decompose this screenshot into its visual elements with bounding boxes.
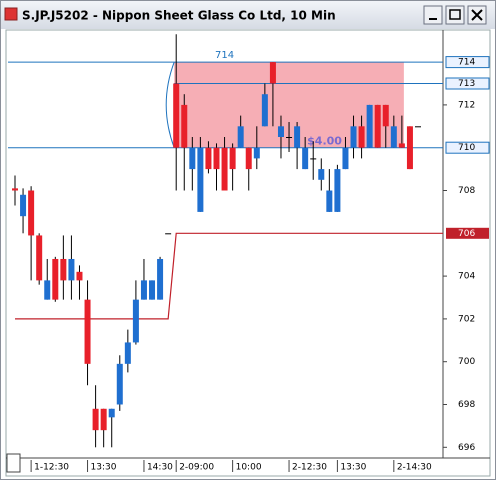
plot: 714 $4.00 696 698 700 702 704 708 712 1-12:30 13:3… [8,34,490,473]
x-tick-label: 2-14:30 [397,463,432,473]
corner-box[interactable] [6,453,21,473]
x-tick-label: 13:30 [340,463,366,473]
y-tick-label: 700 [458,357,475,367]
title-bar [1,1,495,29]
candle-body [261,94,268,127]
price-label-box [445,77,490,90]
y-tick-label: 696 [458,443,475,453]
candle-body [44,280,51,300]
candle-body [374,104,381,148]
candle-body [76,271,83,281]
candle-body [245,147,252,170]
candle-body [124,342,131,364]
x-tick-label: 2-12:30 [292,463,327,473]
candle-body [100,408,107,431]
range-arc [165,61,175,148]
candle-body [302,147,309,170]
price-label: 710 [458,143,475,153]
overlay-line [15,232,418,320]
candle-body [221,147,228,191]
price-label: 714 [458,58,475,68]
candle-body [20,194,27,217]
candle-body [181,104,188,148]
range-high-label: 714 [215,50,234,61]
candle-body [157,258,164,300]
candle-body [277,126,284,137]
candle-body [28,190,35,236]
candle-body [108,408,115,418]
range-label: $4.00 [307,135,342,148]
x-tick-label: 10:00 [236,463,262,473]
candle-body [253,147,260,159]
candle-body [390,126,397,148]
candle-body [350,126,357,148]
candle-body [165,233,172,235]
window-title: S.JP.J5202 - Nippon Sheet Glass Co Ltd, … [22,9,336,23]
candle-body [60,258,67,281]
candle-body [92,408,99,431]
candle-body [382,104,389,127]
x-tick-label: 1-12:30 [34,463,69,473]
candle-body [84,299,91,364]
candle-body [140,280,147,300]
candle-body [334,169,341,212]
candle-body [342,147,349,170]
candle-body [52,258,59,300]
candle-body [366,104,373,148]
y-tick-label: 712 [458,100,475,110]
candle-body [237,126,244,148]
candle-body [213,147,220,170]
close-button[interactable] [467,5,487,25]
candle-body [189,147,196,170]
minimize-button[interactable] [423,5,443,25]
price-label-box [445,56,490,69]
candle-body [294,126,301,148]
overlay-label-box [446,227,489,239]
candle-body [269,62,276,84]
candle-body [358,126,365,148]
candle-body [398,143,405,148]
x-tick-label: 13:30 [91,463,117,473]
candle-body [116,363,123,405]
overlay-label: 706 [458,229,475,239]
maximize-button[interactable] [445,5,465,25]
candle-body [36,235,43,281]
candle-body [205,147,212,170]
candle-body [326,190,333,212]
price-label-box [445,141,490,154]
y-tick-label: 702 [458,314,475,324]
candle-body [149,280,156,300]
y-tick-label: 698 [458,400,475,410]
candle-body [406,126,413,170]
candle-body [197,147,204,212]
price-label: 713 [458,79,475,89]
candle-body [173,83,180,148]
candle-body [415,126,421,128]
candle-body [286,137,293,138]
candle-body [12,188,18,191]
x-tick-label: 14:30 [147,463,173,473]
candle-body [68,258,75,281]
candle-body [310,158,317,160]
app-icon [4,7,18,21]
y-tick-label: 704 [458,272,475,282]
y-tick-label: 708 [458,186,475,196]
candle-body [229,147,236,170]
candle-body [132,299,139,343]
x-tick-label: 2-09:00 [179,463,214,473]
candle-body [318,169,325,180]
